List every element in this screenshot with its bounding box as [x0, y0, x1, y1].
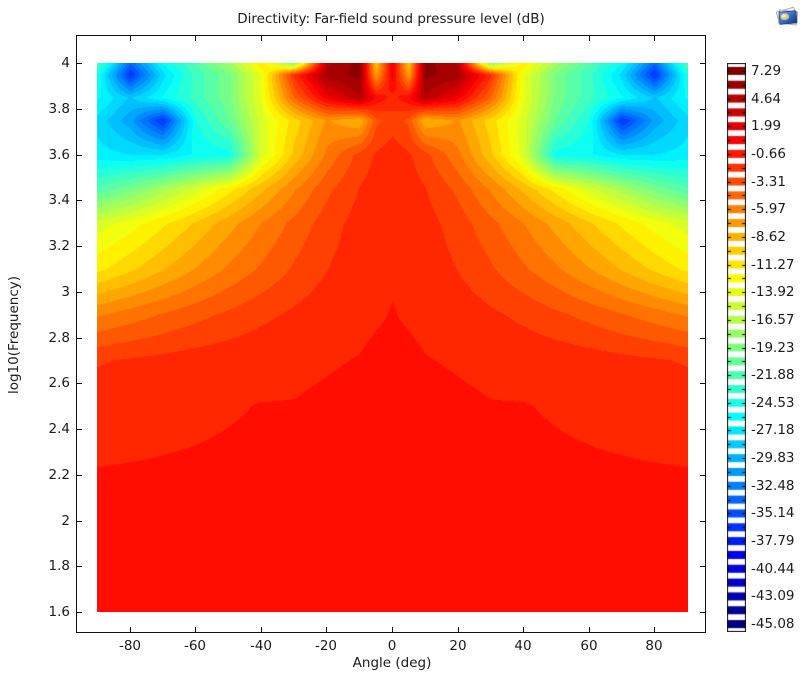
axis-tick [700, 246, 705, 247]
colorbar [727, 63, 746, 632]
axis-tick [77, 200, 82, 201]
colorbar-label: -13.92 [751, 284, 795, 300]
x-axis-title: Angle (deg) [352, 655, 432, 671]
axis-tick [130, 627, 131, 632]
x-tick-label: -60 [183, 638, 207, 654]
x-tick-label: 20 [449, 638, 467, 654]
colorbar-label: -3.31 [751, 174, 786, 190]
x-tick-label: -40 [249, 638, 273, 654]
axis-tick [523, 627, 524, 632]
x-tick-label: 80 [645, 638, 663, 654]
y-tick-label: 2.2 [48, 467, 70, 483]
axis-tick [77, 338, 82, 339]
graphics-export-icon[interactable] [774, 4, 802, 30]
axis-tick [523, 36, 524, 41]
axis-tick [77, 429, 82, 430]
colorbar-label: -5.97 [751, 201, 786, 217]
y-tick-label: 2 [61, 513, 70, 529]
axis-tick [77, 292, 82, 293]
colorbar-label: -27.18 [751, 422, 795, 438]
colorbar-label: -45.08 [751, 616, 795, 632]
x-tick-label: 60 [580, 638, 598, 654]
axis-tick [700, 292, 705, 293]
axis-tick [700, 566, 705, 567]
y-axis-title: log10(Frequency) [6, 275, 22, 395]
axis-tick [700, 200, 705, 201]
axis-tick [77, 109, 82, 110]
axis-tick [392, 36, 393, 41]
axis-tick [326, 627, 327, 632]
axis-tick [77, 566, 82, 567]
plot-title: Directivity: Far-field sound pressure le… [237, 11, 545, 27]
axis-tick [458, 627, 459, 632]
axis-tick [77, 63, 82, 64]
y-tick-label: 3.2 [48, 238, 70, 254]
colorbar-label: -32.48 [751, 478, 795, 494]
colorbar-label: -43.09 [751, 588, 795, 604]
x-tick-label: 40 [514, 638, 532, 654]
axis-tick [77, 155, 82, 156]
y-tick-label: 2.8 [48, 330, 70, 346]
x-tick-label: 0 [387, 638, 397, 654]
axis-tick [77, 383, 82, 384]
axis-tick [77, 475, 82, 476]
axis-tick [261, 36, 262, 41]
axis-tick [700, 155, 705, 156]
axis-tick [654, 36, 655, 41]
axis-tick [700, 383, 705, 384]
plot-frame [76, 35, 706, 633]
axis-tick [700, 475, 705, 476]
axis-tick [261, 627, 262, 632]
y-tick-label: 3.8 [48, 101, 70, 117]
axis-tick [392, 627, 393, 632]
axis-tick [77, 521, 82, 522]
y-tick-label: 1.6 [48, 604, 70, 620]
colorbar-label: -21.88 [751, 367, 795, 383]
colorbar-label: 7.29 [751, 63, 782, 79]
image-stack-icon [775, 6, 799, 26]
axis-tick [700, 109, 705, 110]
y-tick-label: 3.6 [48, 147, 70, 163]
axis-tick [700, 63, 705, 64]
colorbar-label: -37.79 [751, 533, 795, 549]
axis-tick [700, 338, 705, 339]
y-tick-label: 1.8 [48, 558, 70, 574]
colorbar-label: -11.27 [751, 257, 795, 273]
y-tick-label: 2.4 [48, 421, 70, 437]
colorbar-label: -29.83 [751, 450, 795, 466]
axis-tick [77, 612, 82, 613]
y-tick-label: 3 [61, 284, 70, 300]
axis-tick [700, 429, 705, 430]
colorbar-label: 1.99 [751, 118, 782, 134]
axis-tick [654, 627, 655, 632]
colorbar-label: 4.64 [751, 91, 782, 107]
axis-tick [700, 612, 705, 613]
axis-tick [326, 36, 327, 41]
axis-tick [195, 36, 196, 41]
y-tick-label: 3.4 [48, 192, 70, 208]
colorbar-label: -0.66 [751, 146, 786, 162]
x-tick-label: -80 [118, 638, 142, 654]
axis-tick [700, 521, 705, 522]
colorbar-label: -8.62 [751, 229, 786, 245]
axis-tick [77, 246, 82, 247]
axis-tick [589, 36, 590, 41]
y-tick-label: 4 [61, 55, 70, 71]
axis-tick [130, 36, 131, 41]
heatmap-surface[interactable] [97, 63, 688, 612]
y-tick-label: 2.6 [48, 375, 70, 391]
x-tick-label: -20 [314, 638, 338, 654]
colorbar-label: -35.14 [751, 505, 795, 521]
colorbar-label: -40.44 [751, 561, 795, 577]
colorbar-label: -24.53 [751, 395, 795, 411]
axis-tick [458, 36, 459, 41]
colorbar-label: -16.57 [751, 312, 795, 328]
axis-tick [589, 627, 590, 632]
axis-tick [195, 627, 196, 632]
colorbar-label: -19.23 [751, 340, 795, 356]
